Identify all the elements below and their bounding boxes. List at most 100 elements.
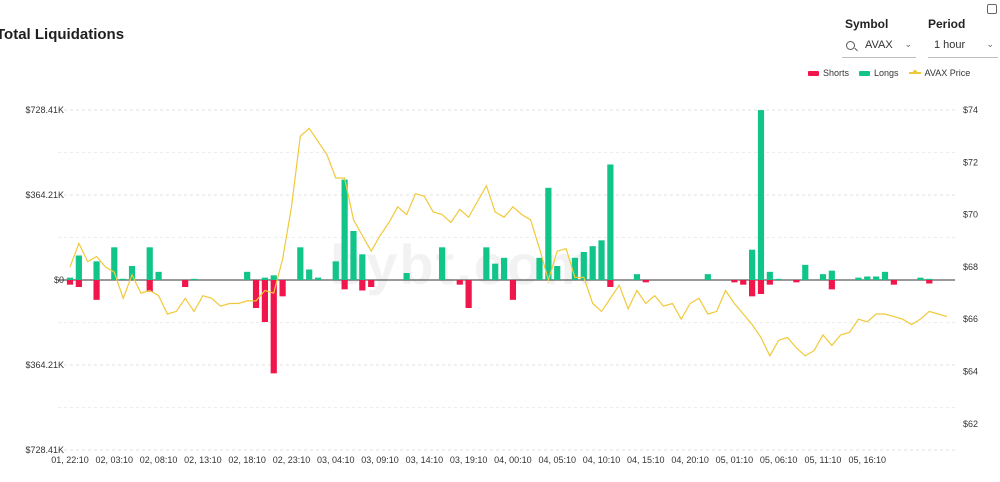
- longs-bar: [270, 275, 277, 280]
- shorts-bar: [456, 280, 463, 285]
- y-left-tick-label: $728.41K: [25, 105, 64, 115]
- x-tick-label: 05, 01:10: [716, 455, 754, 465]
- x-axis: 01, 22:10 02, 03:10 02, 08:10 02, 13:10 02, …: [51, 455, 886, 465]
- legend-item-shorts[interactable]: Shorts: [808, 68, 849, 78]
- longs-bar: [917, 277, 924, 280]
- longs-bar: [297, 247, 304, 280]
- longs-bar: [775, 278, 782, 280]
- shorts-bar: [926, 280, 933, 284]
- shorts-bar: [146, 280, 153, 292]
- shorts-bar: [261, 280, 268, 323]
- longs-bar: [111, 247, 118, 280]
- longs-bar: [598, 240, 605, 280]
- longs-bar: [120, 278, 127, 280]
- longs-bar: [75, 255, 82, 280]
- legend-swatch-longs: [859, 70, 871, 76]
- y-left-tick-label: $728.41K: [25, 445, 64, 455]
- x-tick-label: 02, 13:10: [184, 455, 222, 465]
- price-series: [69, 127, 948, 358]
- x-tick-label: 03, 14:10: [406, 455, 444, 465]
- longs-bar: [545, 187, 552, 280]
- legend-label-shorts: Shorts: [823, 68, 850, 78]
- longs-bar: [438, 247, 446, 280]
- y-left-tick-label: $364.21K: [25, 360, 64, 370]
- legend-swatch-price: [908, 70, 921, 74]
- longs-bar: [802, 264, 809, 280]
- longs-bar: [244, 271, 251, 280]
- shorts-bar: [252, 280, 260, 309]
- shorts-bar: [793, 280, 800, 283]
- y-left-tick-label: $0: [54, 275, 64, 285]
- shorts-bar: [465, 280, 472, 309]
- x-tick-label: 01, 22:10: [51, 455, 89, 465]
- shorts-bar: [749, 280, 756, 297]
- shorts-bar: [182, 280, 189, 288]
- longs-bar: [500, 257, 508, 280]
- shorts-bar: [279, 280, 286, 297]
- symbol-label: Symbol: [845, 17, 889, 31]
- y-right-tick-label: $68: [963, 262, 978, 272]
- legend-item-longs[interactable]: Longs: [859, 68, 899, 78]
- shorts-bar: [270, 280, 277, 374]
- legend-swatch-shorts: [808, 70, 819, 76]
- longs-bar: [306, 269, 313, 280]
- longs-series: [66, 110, 933, 280]
- x-tick-label: 05, 16:10: [848, 455, 886, 465]
- longs-bar: [492, 263, 499, 280]
- longs-bar: [819, 274, 827, 280]
- longs-bar: [571, 257, 579, 280]
- longs-bar: [589, 246, 596, 280]
- chart-legend: Shorts Longs AVAX Price: [808, 68, 980, 78]
- screenshot-icon[interactable]: [987, 4, 997, 14]
- shorts-bar: [740, 280, 747, 285]
- chevron-down-icon: ⌄: [904, 39, 912, 49]
- x-tick-label: 02, 08:10: [140, 455, 178, 465]
- longs-bar: [359, 254, 366, 280]
- y-axis-left: $728.41K $364.21K $0 $364.21K $728.41K: [25, 105, 64, 455]
- longs-bar: [190, 278, 198, 280]
- shorts-bar: [368, 280, 375, 288]
- longs-bar: [483, 247, 490, 280]
- shorts-bar: [766, 280, 773, 285]
- x-tick-label: 04, 10:10: [583, 455, 621, 465]
- longs-bar: [128, 265, 136, 280]
- x-tick-label: 03, 09:10: [361, 455, 399, 465]
- x-tick-label: 02, 23:10: [273, 455, 311, 465]
- shorts-bar: [828, 280, 835, 290]
- longs-bar: [766, 271, 773, 280]
- y-right-tick-label: $70: [963, 210, 978, 220]
- search-icon: [846, 40, 855, 50]
- longs-bar: [536, 257, 543, 280]
- chevron-down-icon: ⌄: [986, 39, 994, 49]
- longs-bar: [704, 274, 711, 280]
- longs-bar: [926, 278, 933, 280]
- longs-bar: [828, 270, 835, 280]
- legend-label-price: AVAX Price: [924, 68, 971, 78]
- x-tick-label: 04, 00:10: [494, 455, 532, 465]
- y-right-tick-label: $64: [963, 367, 978, 377]
- longs-bar: [855, 277, 862, 280]
- longs-bar: [757, 110, 765, 280]
- period-value: 1 hour: [934, 39, 966, 51]
- longs-bar: [332, 261, 339, 280]
- longs-bar: [66, 277, 74, 280]
- shorts-bar: [757, 280, 765, 295]
- legend-label-longs: Longs: [874, 68, 899, 78]
- longs-bar: [633, 274, 641, 280]
- longs-bar: [93, 261, 100, 280]
- symbol-value: AVAX: [865, 39, 893, 51]
- shorts-bar: [890, 280, 897, 285]
- symbol-select[interactable]: AVAX ⌄: [842, 33, 916, 58]
- period-select[interactable]: 1 hour ⌄: [928, 33, 998, 58]
- page-title: Total Liquidations: [0, 26, 125, 43]
- longs-bar: [341, 179, 348, 280]
- longs-bar: [607, 164, 614, 280]
- x-tick-label: 02, 18:10: [228, 455, 266, 465]
- legend-item-price[interactable]: AVAX Price: [908, 68, 971, 78]
- x-tick-label: 02, 03:10: [96, 455, 134, 465]
- shorts-bar: [359, 280, 366, 291]
- x-tick-label: 04, 05:10: [538, 455, 576, 465]
- y-left-tick-label: $364.21K: [25, 190, 64, 200]
- longs-bar: [864, 276, 871, 280]
